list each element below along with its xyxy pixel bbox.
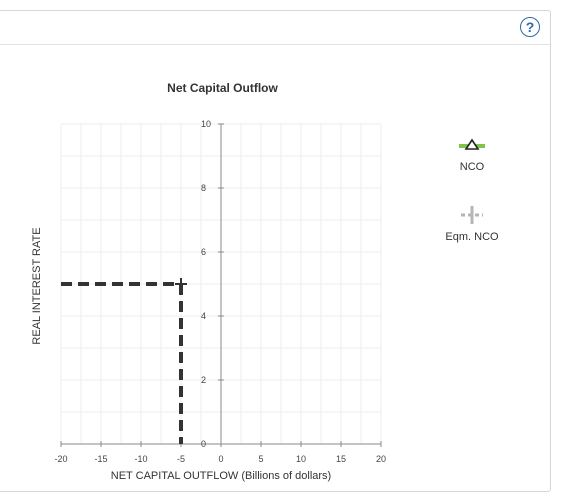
legend-label-eqm-nco: Eqm. NCO (445, 231, 499, 243)
x-tick-label: 5 (258, 454, 263, 464)
y-tick-label: 8 (201, 183, 206, 193)
chart-ticks: -20 -15 -10 -5 0 5 10 15 20 0 2 4 6 8 10 (54, 119, 386, 464)
x-tick-label: -5 (177, 454, 185, 464)
x-tick-label: 0 (218, 454, 223, 464)
legend-item-eqm-nco[interactable]: Eqm. NCO (427, 204, 517, 243)
x-tick-label: -15 (94, 454, 107, 464)
chart-marks (61, 278, 187, 444)
y-tick-label: 0 (201, 439, 206, 449)
x-tick-label: 10 (296, 454, 306, 464)
nco-triangle-icon (459, 138, 485, 150)
x-tick-label: -20 (54, 454, 67, 464)
legend-label-nco: NCO (459, 161, 485, 173)
y-tick-label: 10 (201, 119, 211, 129)
y-tick-label: 2 (201, 375, 206, 385)
help-button[interactable]: ? (520, 17, 540, 37)
x-tick-label: -10 (134, 454, 147, 464)
x-tick-label: 20 (376, 454, 386, 464)
chart-title: Net Capital Outflow (167, 81, 278, 95)
y-tick-label: 4 (201, 311, 206, 321)
panel-header: ? (0, 11, 550, 45)
x-tick-label: 15 (336, 454, 346, 464)
x-axis-label: NET CAPITAL OUTFLOW (Billions of dollars… (110, 470, 332, 482)
eqm-nco-plus-icon (461, 206, 483, 224)
y-axis-label: REAL INTEREST RATE (31, 227, 43, 345)
y-tick-label: 6 (201, 247, 206, 257)
legend-item-nco[interactable]: NCO (427, 136, 517, 173)
